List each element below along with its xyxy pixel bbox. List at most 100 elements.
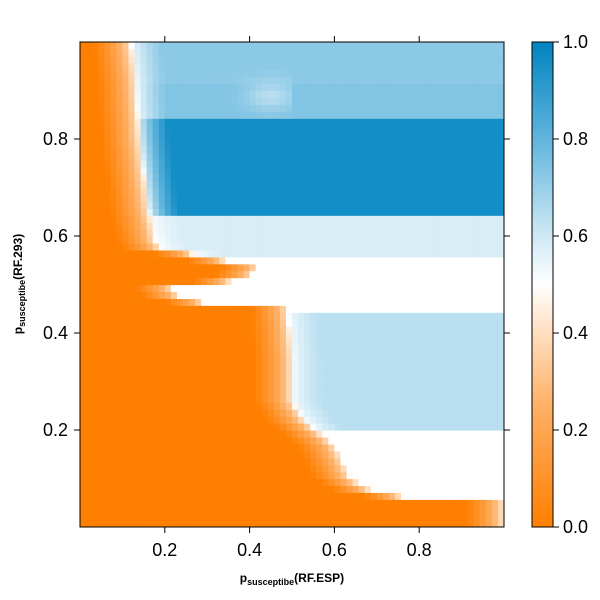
heatmap-cell xyxy=(213,520,220,527)
heatmap-cell xyxy=(152,263,160,272)
heatmap-cell xyxy=(467,443,475,452)
heatmap-cell xyxy=(358,229,366,237)
heatmap-cell xyxy=(279,478,287,487)
heatmap-cell xyxy=(455,430,463,438)
heatmap-cell xyxy=(237,173,245,182)
heatmap-cell xyxy=(425,520,432,527)
heatmap-cell xyxy=(437,215,445,223)
heatmap-cell xyxy=(116,360,123,369)
heatmap-cell xyxy=(376,242,384,251)
heatmap-cell xyxy=(116,152,123,161)
heatmap-cell xyxy=(122,478,130,487)
heatmap-cell xyxy=(449,166,457,175)
heatmap-cell xyxy=(407,83,414,92)
heatmap-cell xyxy=(134,222,142,230)
heatmap-cell xyxy=(479,125,487,133)
heatmap-cell xyxy=(176,201,184,209)
heatmap-cell xyxy=(431,139,438,147)
heatmap-cell xyxy=(394,229,402,237)
heatmap-cell xyxy=(437,242,445,251)
heatmap-cell xyxy=(479,395,487,403)
heatmap-cell xyxy=(322,436,329,445)
heatmap-cell xyxy=(304,513,311,521)
heatmap-cell xyxy=(352,291,360,299)
heatmap-cell xyxy=(467,457,475,466)
heatmap-cell xyxy=(322,145,329,154)
heatmap-cell xyxy=(455,187,463,196)
heatmap-cell xyxy=(443,97,451,105)
heatmap-cell xyxy=(176,229,184,237)
heatmap-cell xyxy=(110,478,117,487)
heatmap-cell xyxy=(449,339,457,348)
y-tick-label: 0.6 xyxy=(43,226,68,246)
heatmap-cell xyxy=(261,256,269,265)
heatmap-cell xyxy=(237,125,245,133)
heatmap-cell xyxy=(110,236,117,244)
heatmap-cell xyxy=(455,520,463,527)
heatmap-cell xyxy=(80,284,87,293)
heatmap-cell xyxy=(176,187,184,196)
heatmap-cell xyxy=(449,381,457,390)
heatmap-cell xyxy=(473,333,481,341)
heatmap-cell xyxy=(189,395,196,403)
heatmap-cell xyxy=(358,499,366,507)
heatmap-cell xyxy=(298,277,305,286)
heatmap-cell xyxy=(80,69,87,78)
heatmap-cell xyxy=(176,388,184,396)
heatmap-cell xyxy=(201,395,208,403)
heatmap-cell xyxy=(279,111,287,119)
heatmap-cell xyxy=(485,242,493,251)
heatmap-cell xyxy=(340,367,348,376)
heatmap-cell xyxy=(292,339,299,348)
heatmap-cell xyxy=(304,291,311,299)
heatmap-cell xyxy=(261,319,269,327)
heatmap-cell xyxy=(201,339,208,348)
heatmap-cell xyxy=(334,159,342,168)
heatmap-cell xyxy=(352,215,360,223)
heatmap-cell xyxy=(267,263,275,272)
heatmap-cell xyxy=(298,416,305,424)
heatmap-cell xyxy=(388,499,396,507)
heatmap-cell xyxy=(491,104,499,112)
heatmap-cell xyxy=(455,97,463,105)
heatmap-cell xyxy=(237,291,245,299)
heatmap-cell xyxy=(170,506,178,514)
heatmap-cell xyxy=(382,513,390,521)
heatmap-cell xyxy=(322,263,329,272)
heatmap-cell xyxy=(225,423,233,431)
heatmap-cell xyxy=(279,326,287,334)
heatmap-cell xyxy=(164,222,172,230)
heatmap-cell xyxy=(231,166,239,175)
heatmap-cell xyxy=(261,471,269,480)
heatmap-cell xyxy=(461,305,469,313)
heatmap-cell xyxy=(158,402,166,410)
heatmap-cell xyxy=(98,492,105,500)
heatmap-cell xyxy=(158,242,166,251)
heatmap-cell xyxy=(225,222,233,230)
heatmap-cell xyxy=(98,236,105,244)
heatmap-cell xyxy=(407,388,414,396)
heatmap-cell xyxy=(170,76,178,85)
heatmap-cell xyxy=(401,492,408,500)
heatmap-cell xyxy=(243,145,251,154)
heatmap-cell xyxy=(304,436,311,445)
heatmap-cell xyxy=(431,305,438,313)
heatmap-cell xyxy=(261,201,269,209)
heatmap-cell xyxy=(267,270,275,279)
heatmap-cell xyxy=(86,430,93,438)
heatmap-cell xyxy=(497,319,504,327)
heatmap-cell xyxy=(225,180,233,189)
heatmap-cell xyxy=(491,69,499,78)
heatmap-cell xyxy=(146,173,154,182)
heatmap-cell xyxy=(201,277,208,286)
heatmap-cell xyxy=(231,76,239,85)
heatmap-cell xyxy=(346,457,354,466)
heatmap-cell xyxy=(364,409,372,417)
heatmap-cell xyxy=(237,229,245,237)
heatmap-cell xyxy=(140,443,148,452)
heatmap-cell xyxy=(134,450,142,459)
heatmap-cell xyxy=(473,145,481,154)
heatmap-cell xyxy=(110,499,117,507)
heatmap-cell xyxy=(394,159,402,168)
heatmap-cell xyxy=(140,132,148,140)
